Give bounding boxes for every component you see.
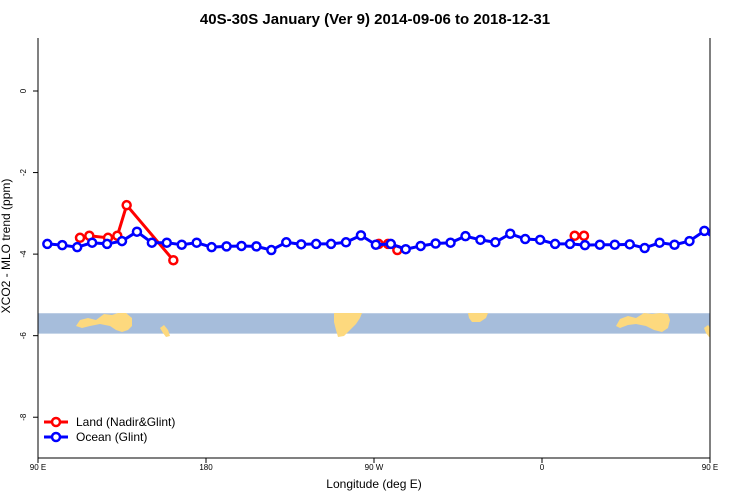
data-point bbox=[121, 199, 132, 211]
data-point bbox=[519, 233, 531, 245]
map-ocean bbox=[38, 313, 710, 334]
data-point bbox=[236, 240, 247, 252]
data-point bbox=[569, 230, 580, 242]
legend-label-ocean: Ocean (Glint) bbox=[76, 430, 147, 444]
data-point bbox=[146, 237, 158, 248]
data-point bbox=[71, 241, 83, 253]
data-point bbox=[400, 243, 411, 255]
x-tick-label: 90 E bbox=[702, 463, 718, 472]
data-point bbox=[251, 241, 262, 252]
data-point bbox=[168, 254, 179, 266]
data-point bbox=[57, 239, 68, 251]
data-point bbox=[101, 238, 113, 250]
data-point bbox=[325, 238, 337, 250]
data-point bbox=[355, 230, 367, 241]
data-point bbox=[564, 238, 576, 250]
x-tick-label: 90 E bbox=[30, 463, 46, 472]
data-point bbox=[295, 239, 307, 250]
data-point bbox=[594, 239, 606, 250]
data-point bbox=[715, 238, 723, 246]
data-point bbox=[385, 238, 397, 250]
legend-item-ocean: Ocean (Glint) bbox=[44, 430, 147, 444]
data-point bbox=[729, 232, 737, 240]
legend-item-land: Land (Nadir&Glint) bbox=[44, 415, 175, 429]
data-point bbox=[684, 235, 695, 247]
data-point bbox=[430, 238, 441, 249]
data-point bbox=[206, 241, 217, 253]
data-point bbox=[720, 234, 728, 242]
series-layer bbox=[42, 199, 750, 266]
data-point bbox=[221, 241, 232, 252]
data-point bbox=[310, 238, 322, 250]
land-australia-repeat bbox=[616, 313, 670, 332]
legend: Land (Nadir&Glint) Ocean (Glint) bbox=[44, 415, 175, 444]
data-point bbox=[266, 244, 277, 256]
x-tick-label: 90 W bbox=[365, 463, 384, 472]
data-point bbox=[131, 226, 143, 237]
y-tick-label: -2 bbox=[19, 168, 28, 176]
legend-label-land: Land (Nadir&Glint) bbox=[76, 415, 175, 429]
y-axis-label: XCO2 - MLO trend (ppm) bbox=[0, 179, 13, 314]
data-point bbox=[579, 239, 591, 251]
data-point bbox=[534, 234, 546, 246]
x-axis: 90 E 180 90 W 0 90 E bbox=[30, 458, 718, 472]
series-ocean bbox=[42, 225, 738, 256]
y-axis: 0 -2 -4 -6 -8 bbox=[19, 88, 38, 421]
x-axis-label: Longitude (deg E) bbox=[326, 477, 421, 491]
series-line bbox=[724, 205, 750, 260]
data-point bbox=[699, 225, 710, 237]
data-point bbox=[639, 242, 650, 254]
data-point bbox=[161, 237, 173, 248]
data-point bbox=[176, 239, 187, 250]
data-point bbox=[445, 237, 456, 248]
data-point bbox=[624, 239, 635, 250]
data-point bbox=[730, 238, 738, 246]
land-new-zealand bbox=[160, 325, 170, 337]
data-point bbox=[86, 237, 98, 248]
data-point bbox=[415, 240, 426, 252]
map-strip bbox=[38, 313, 710, 337]
data-point bbox=[609, 239, 621, 250]
land-south-america bbox=[334, 313, 362, 337]
y-tick-label: -6 bbox=[19, 332, 28, 340]
land-new-zealand-repeat bbox=[704, 325, 710, 337]
x-tick-label: 0 bbox=[540, 463, 545, 472]
data-point bbox=[549, 238, 561, 250]
data-point bbox=[281, 237, 292, 248]
data-point bbox=[340, 237, 352, 248]
data-point bbox=[490, 237, 501, 248]
data-point bbox=[74, 232, 86, 244]
y-tick-label: -8 bbox=[19, 413, 28, 421]
land-australia bbox=[76, 313, 132, 332]
x-tick-label: 180 bbox=[199, 463, 213, 472]
series-land bbox=[74, 199, 750, 266]
data-point bbox=[505, 228, 516, 239]
data-point bbox=[578, 230, 590, 242]
chart-title: 40S-30S January (Ver 9) 2014-09-06 to 20… bbox=[200, 11, 550, 28]
y-tick-label: -4 bbox=[19, 250, 28, 258]
data-point bbox=[669, 239, 680, 250]
series-line bbox=[79, 203, 175, 262]
data-point bbox=[191, 237, 202, 248]
data-point bbox=[370, 239, 382, 250]
data-point bbox=[116, 235, 128, 247]
data-point bbox=[475, 234, 486, 246]
data-point bbox=[42, 238, 53, 250]
land-africa bbox=[468, 313, 488, 322]
data-point bbox=[460, 230, 471, 242]
y-tick-label: 0 bbox=[19, 88, 28, 93]
data-point bbox=[654, 237, 665, 248]
